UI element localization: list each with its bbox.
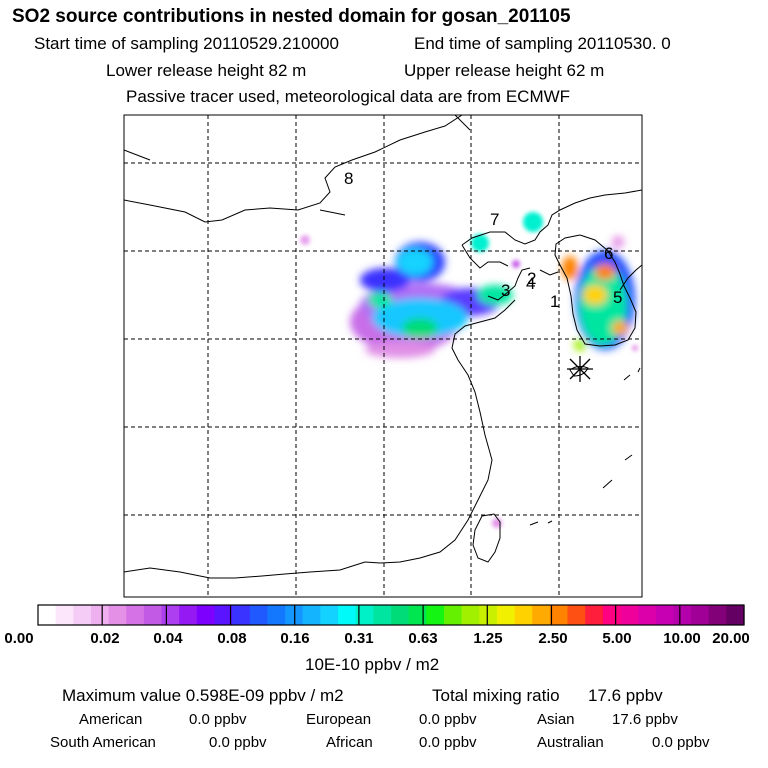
max-value-label: Maximum value 0.598E-09 ppbv / m2 xyxy=(62,686,344,705)
colorbar-tick-2: 0.04 xyxy=(153,630,183,647)
colorbar-tick-10: 10.00 xyxy=(663,630,701,647)
korea-plume xyxy=(562,236,635,351)
colorbar-swatch xyxy=(38,605,57,625)
concentration-plume xyxy=(350,242,513,358)
colorbar-swatch xyxy=(214,605,233,625)
colorbar-swatch xyxy=(479,605,498,625)
total-mixing-value: 17.6 ppbv xyxy=(588,686,663,705)
region-european-label: European xyxy=(306,711,372,728)
end-time-label: End time of sampling 20110530. 0 xyxy=(414,34,671,53)
color-bar xyxy=(38,605,745,625)
region-australian-value: 0.0 ppbv xyxy=(652,734,710,751)
asterisk-icon xyxy=(567,356,593,382)
colorbar-swatch xyxy=(691,605,710,625)
region-south-american-label: South American xyxy=(50,734,156,751)
colorbar-tick-0: 0.00 xyxy=(4,630,34,647)
source-label-5: 5 xyxy=(613,288,622,307)
colorbar-swatch xyxy=(196,605,216,625)
map-grid xyxy=(124,115,642,597)
region-american-value: 0.0 ppbv xyxy=(189,711,247,728)
colorbar-swatch xyxy=(232,605,251,625)
colorbar-swatch xyxy=(638,605,657,625)
color-bar-frame xyxy=(37,604,745,626)
colorbar-swatch xyxy=(673,605,692,625)
colorbar-swatch xyxy=(338,605,357,625)
colorbar-swatch xyxy=(496,605,516,625)
region-south-american-value: 0.0 ppbv xyxy=(209,734,267,751)
source-label-2: 2 xyxy=(527,269,536,288)
colorbar-swatch xyxy=(726,605,745,625)
colorbar-swatch xyxy=(373,605,392,625)
source-label-3: 3 xyxy=(501,281,510,300)
source-label-7: 7 xyxy=(490,210,499,229)
region-australian-label: Australian xyxy=(537,734,604,751)
start-time-label: Start time of sampling 20110529.210000 xyxy=(34,34,339,53)
colorbar-tick-8: 2.50 xyxy=(538,630,568,647)
colorbar-swatch xyxy=(249,605,269,625)
colorbar-swatch xyxy=(143,605,163,625)
colorbar-tick-11: 20.00 xyxy=(712,630,750,647)
colorbar-swatch xyxy=(320,605,339,625)
colorbar-swatch xyxy=(708,605,727,625)
colorbar-swatch xyxy=(602,605,622,625)
region-african-label: African xyxy=(326,734,373,751)
colorbar-tick-7: 1.25 xyxy=(473,630,503,647)
colorbar-tick-9: 5.00 xyxy=(602,630,632,647)
colorbar-swatch xyxy=(655,605,674,625)
plot-title: SO2 source contributions in nested domai… xyxy=(12,6,571,27)
source-label-1: 1 xyxy=(550,292,559,311)
colorbar-swatch xyxy=(461,605,480,625)
region-european-value: 0.0 ppbv xyxy=(419,711,477,728)
colorbar-swatch xyxy=(161,605,180,625)
coastline xyxy=(124,115,642,579)
upper-release-label: Upper release height 62 m xyxy=(404,61,605,80)
region-american-label: American xyxy=(79,711,143,728)
colorbar-tick-6: 0.63 xyxy=(408,630,438,647)
colorbar-swatch xyxy=(55,605,74,625)
source-label-4: 4 xyxy=(526,274,535,293)
colorbar-swatch xyxy=(73,605,92,625)
colorbar-swatch xyxy=(567,605,586,625)
colorbar-swatch xyxy=(302,605,321,625)
region-asian-value: 17.6 ppbv xyxy=(612,711,678,728)
region-african-value: 0.0 ppbv xyxy=(419,734,477,751)
colorbar-swatch xyxy=(90,605,110,625)
total-mixing-label: Total mixing ratio xyxy=(432,686,560,705)
colorbar-swatch xyxy=(108,605,127,625)
colorbar-tick-3: 0.08 xyxy=(217,630,247,647)
colorbar-tick-4: 0.16 xyxy=(280,630,310,647)
region-asian-label: Asian xyxy=(537,711,575,728)
lower-release-label: Lower release height 82 m xyxy=(106,61,307,80)
colorbar-swatch xyxy=(179,605,198,625)
colorbar-swatch xyxy=(514,605,533,625)
colorbar-swatch xyxy=(408,605,427,625)
source-label-8: 8 xyxy=(344,169,353,188)
colorbar-swatch xyxy=(443,605,463,625)
colorbar-swatch xyxy=(426,605,445,625)
colorbar-swatch xyxy=(549,605,569,625)
colorbar-swatch xyxy=(620,605,639,625)
colorbar-swatch xyxy=(355,605,374,625)
colorbar-swatch xyxy=(532,605,551,625)
colorbar-swatch xyxy=(585,605,604,625)
colorbar-tick-5: 0.31 xyxy=(344,630,374,647)
colorbar-swatch xyxy=(391,605,410,625)
colorbar-unit-label: 10E-10 ppbv / m2 xyxy=(305,655,440,674)
colorbar-swatch xyxy=(267,605,286,625)
minor-plumes xyxy=(300,212,638,528)
tracer-note: Passive tracer used, meteorological data… xyxy=(126,87,571,106)
map-frame xyxy=(123,114,643,598)
source-label-6: 6 xyxy=(604,244,613,263)
colorbar-tick-1: 0.02 xyxy=(90,630,120,647)
colorbar-swatch xyxy=(126,605,145,625)
